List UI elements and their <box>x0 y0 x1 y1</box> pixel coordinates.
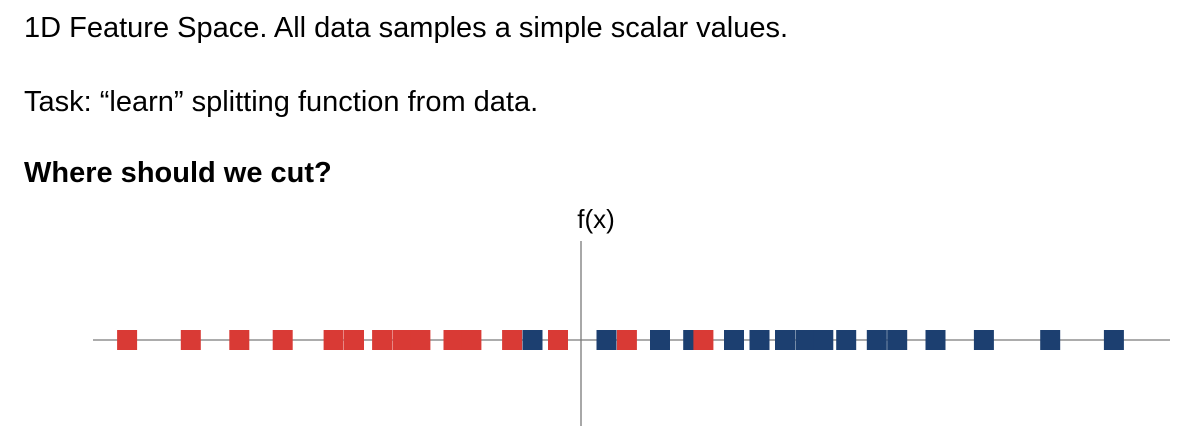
sample-blue-16 <box>650 330 670 350</box>
axis-label: f(x) <box>577 204 615 234</box>
task-line: Task: “learn” splitting function from da… <box>24 86 539 118</box>
sample-red-6 <box>372 330 393 350</box>
sample-blue-25 <box>866 330 887 350</box>
sample-red-10 <box>461 330 482 350</box>
sample-blue-26 <box>887 330 908 350</box>
sample-blue-23 <box>813 330 834 350</box>
sample-blue-14 <box>596 330 617 350</box>
sample-blue-21 <box>775 330 795 350</box>
sample-blue-30 <box>1103 330 1124 350</box>
sample-blue-24 <box>836 330 857 350</box>
sample-red-7 <box>392 330 413 350</box>
sample-red-8 <box>410 330 431 350</box>
sample-red-1 <box>180 330 201 350</box>
sample-red-18 <box>693 330 714 350</box>
sample-blue-29 <box>1040 330 1061 350</box>
sample-red-4 <box>323 330 344 350</box>
intro-line: 1D Feature Space. All data samples a sim… <box>24 12 789 44</box>
sample-red-13 <box>548 330 568 350</box>
sample-blue-22 <box>795 330 816 350</box>
sample-red-15 <box>616 330 637 350</box>
sample-blue-20 <box>749 330 770 350</box>
sample-blue-19 <box>724 330 744 350</box>
data-samples <box>117 330 1124 350</box>
sample-blue-27 <box>925 330 946 350</box>
sample-red-3 <box>272 330 293 350</box>
question-line: Where should we cut? <box>24 157 332 189</box>
sample-blue-12 <box>522 330 543 350</box>
sample-blue-28 <box>973 330 994 350</box>
sample-red-0 <box>117 330 138 350</box>
sample-red-5 <box>344 330 364 350</box>
sample-red-11 <box>502 330 523 350</box>
sample-red-2 <box>229 330 250 350</box>
sample-red-9 <box>443 330 464 350</box>
